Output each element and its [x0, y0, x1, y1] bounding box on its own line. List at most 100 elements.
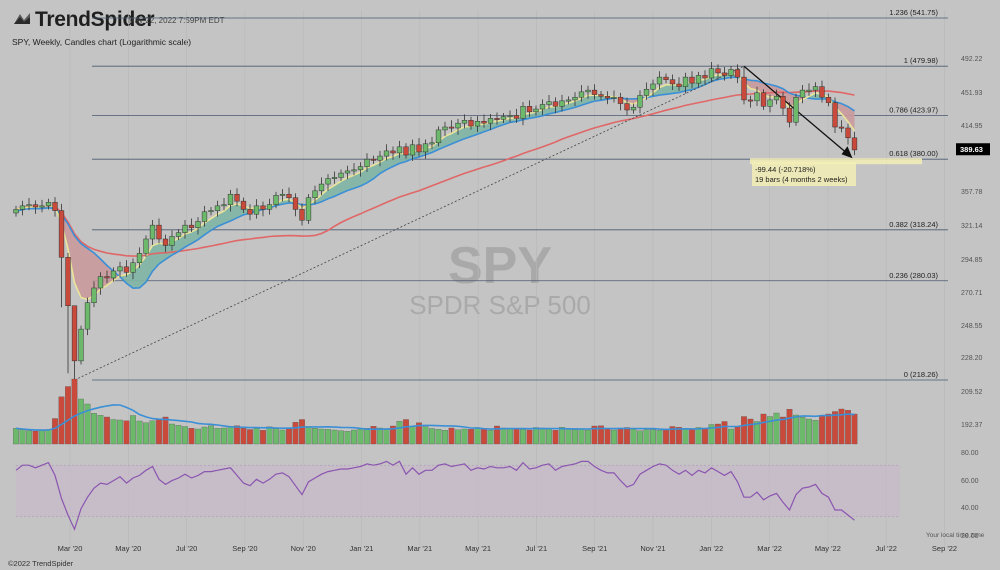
volume-bar [104, 416, 110, 445]
volume-bar [747, 418, 754, 445]
ma-clouds [16, 73, 855, 300]
candle-body [689, 76, 695, 84]
candle-body [45, 202, 52, 207]
candle-body [175, 232, 182, 237]
date-axis-tick: Jan '22 [699, 544, 723, 553]
volume-bar [708, 424, 715, 445]
candle-body [71, 305, 78, 362]
rsi-panel [15, 460, 900, 531]
volume-bar [78, 398, 84, 445]
volume-bar [825, 413, 832, 445]
ema-fast-line [15, 72, 856, 301]
price-axis-tick: 248.55 [961, 323, 983, 330]
volume-bar [32, 430, 39, 445]
candle-body [656, 76, 663, 85]
volume-bar [162, 416, 169, 445]
volume-bar [292, 422, 299, 445]
candle-body [169, 236, 175, 246]
candle-body [695, 75, 702, 84]
candle-body [331, 177, 338, 179]
bull-cloud-segment [360, 167, 367, 187]
candle-body [767, 99, 773, 107]
volume-bar [266, 426, 273, 445]
volume-bar [188, 428, 195, 445]
candle-body [461, 120, 468, 124]
volume-bar [845, 410, 851, 445]
candle-body [91, 287, 97, 303]
candle-body [442, 126, 448, 131]
volume-bar [741, 416, 747, 445]
brand-name: TrendSpider [35, 8, 155, 31]
candle-body [806, 89, 812, 92]
candle-body [481, 121, 487, 124]
volume-bar [637, 430, 643, 445]
candle-body [487, 118, 494, 124]
bull-cloud-segment [386, 156, 393, 170]
volume-bar [279, 429, 286, 445]
fib-label: 0.786 (423.97) [889, 106, 938, 115]
candle-body [97, 276, 104, 289]
date-axis-tick: Jul '22 [875, 544, 896, 553]
volume-bar [52, 418, 58, 445]
rsi-line [15, 460, 855, 531]
volume-bar [559, 427, 565, 445]
volume-bar [611, 429, 617, 445]
volume-bar [201, 426, 208, 445]
measure-bars-text: 19 bars (4 months 2 weeks) [755, 175, 848, 184]
volume-bar [351, 429, 357, 445]
volume-bar [169, 423, 175, 445]
candle-body [786, 107, 793, 123]
volume-bar [507, 428, 513, 445]
volume-bar [409, 426, 416, 445]
candle-body [409, 144, 416, 156]
candle-body [227, 193, 234, 205]
volume-bar [299, 419, 305, 445]
candle-body [299, 209, 305, 221]
fib-highlight [750, 158, 922, 165]
candle-body [819, 86, 825, 98]
measure-change-text: -99.44 (-20.718%) [755, 165, 816, 174]
volume-bar [91, 413, 97, 445]
bull-cloud-segment [341, 177, 348, 194]
candle-body [747, 99, 754, 102]
volume-bar [208, 425, 214, 445]
candle-body [390, 150, 396, 154]
bull-cloud-segment [471, 124, 478, 137]
date-axis-tick: Sep '21 [582, 544, 607, 553]
volume-bar [247, 429, 253, 445]
price-axis-tick: 414.95 [961, 123, 983, 130]
fib-levels: 1.236 (541.75) 1 (479.98) 0.786 (423.97) 0.… [92, 8, 948, 381]
candle-body [624, 103, 630, 111]
candle-body [539, 104, 546, 110]
candle-body [682, 76, 689, 87]
volume-bar [546, 428, 552, 445]
candle-body [182, 224, 188, 233]
volume-bar [669, 426, 676, 445]
volume-bar [448, 427, 455, 445]
volume-bar [689, 428, 695, 445]
date-axis-tick: May '20 [115, 544, 141, 553]
volume-bar [500, 427, 507, 445]
volume-bar [773, 412, 780, 445]
date-axis-tick: Jan '21 [350, 544, 374, 553]
candle-body [208, 210, 214, 213]
volume-bar [182, 426, 188, 445]
chart-subtitle: SPY, Weekly, Candles chart (Logarithmic … [12, 37, 192, 47]
volume-bar [565, 428, 572, 445]
candle-body [65, 257, 71, 307]
volume-bar [767, 416, 773, 445]
volume-bar [416, 422, 422, 445]
candle-body [344, 170, 351, 174]
candle-body [507, 115, 513, 118]
date-axis-tick: Nov '21 [640, 544, 665, 553]
bull-cloud-segment [445, 133, 452, 147]
candle-body [500, 116, 507, 120]
volume-bar [533, 427, 539, 445]
candle-body [396, 146, 403, 154]
volume-bar [370, 426, 377, 445]
fib-label: 0.618 (380.00) [889, 149, 938, 158]
candle-body [325, 178, 331, 185]
date-axis-tick: May '22 [815, 544, 841, 553]
price-axis-tick: 270.71 [961, 290, 983, 297]
